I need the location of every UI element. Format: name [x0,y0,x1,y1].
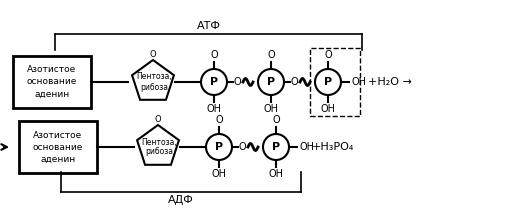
Text: P: P [210,77,218,87]
Bar [13,56,91,108]
Bar [310,48,360,116]
Text: O: O [324,50,332,60]
Text: АДФ: АДФ [168,195,194,205]
Text: O: O [155,115,161,124]
Circle shape [206,134,232,160]
Text: OH: OH [321,104,335,114]
Text: +H₂O →: +H₂O → [368,77,412,87]
Text: O: O [238,142,246,152]
Text: P: P [324,77,332,87]
Text: OH: OH [269,169,284,179]
Text: OH: OH [263,104,278,114]
Circle shape [258,69,284,95]
Text: P: P [272,142,280,152]
Text: аденин: аденин [34,89,69,99]
Text: O: O [267,50,275,60]
Text: Пентоза,: Пентоза, [136,73,172,81]
Text: АТФ: АТФ [197,21,220,31]
Text: O: O [215,115,223,125]
Circle shape [263,134,289,160]
Circle shape [315,69,341,95]
Bar [19,121,97,173]
Text: O: O [149,50,156,59]
Text: OH: OH [207,104,222,114]
Text: основание: основание [33,142,83,152]
Text: O: O [272,115,280,125]
Text: OH: OH [299,142,314,152]
Circle shape [201,69,227,95]
Text: O: O [210,50,218,60]
Text: основание: основание [27,78,77,86]
Text: O: O [233,77,241,87]
Text: OH: OH [351,77,366,87]
Text: O: O [290,77,298,87]
Text: рибоза: рибоза [145,148,173,156]
Text: P: P [267,77,275,87]
Text: Пентоза,: Пентоза, [141,138,177,146]
Text: Азотистое: Азотистое [33,131,83,139]
Text: аденин: аденин [40,155,76,163]
Text: +H₃PO₄: +H₃PO₄ [312,142,355,152]
Text: P: P [215,142,223,152]
Text: OH: OH [211,169,226,179]
Text: рибоза: рибоза [140,82,168,92]
Text: Азотистое: Азотистое [28,66,77,74]
